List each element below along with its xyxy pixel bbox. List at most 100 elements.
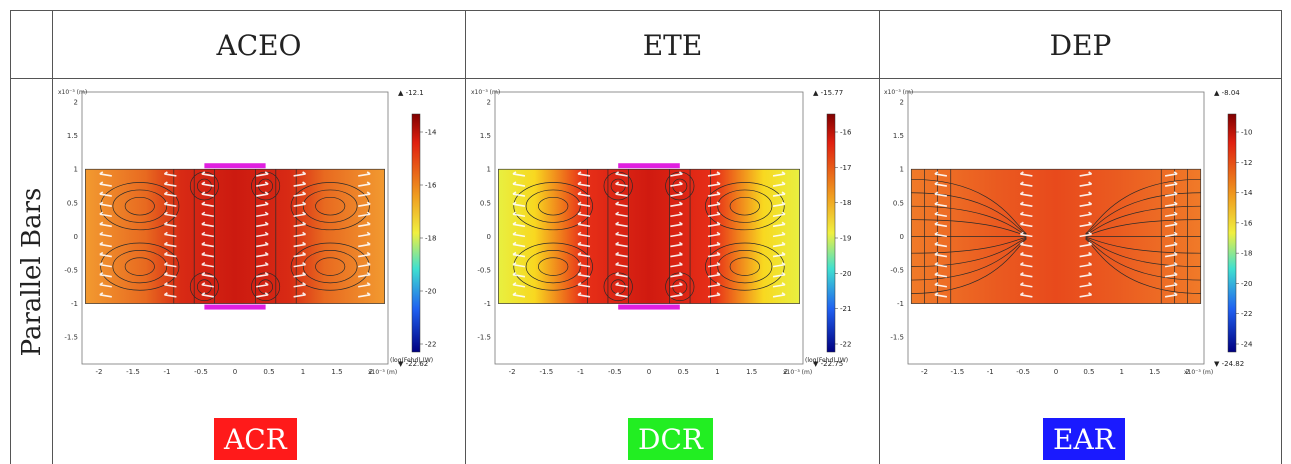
velocity-arrow — [1164, 181, 1178, 187]
velocity-arrow — [615, 251, 628, 258]
colorbar-tick-label: -14 — [1241, 189, 1253, 197]
colorbar-min-label: ▼ -22.62 — [398, 360, 428, 368]
colorbar-tick-label: -22 — [840, 341, 851, 349]
x-tick-label: 1.5 — [331, 368, 342, 376]
velocity-arrow — [707, 201, 721, 207]
velocity-arrow — [1164, 292, 1178, 298]
velocity-arrow — [256, 292, 269, 298]
velocity-arrow — [615, 292, 628, 298]
table-border-top — [10, 10, 1282, 11]
velocity-arrow — [615, 261, 628, 268]
colorbar-tick-label: -18 — [1241, 250, 1252, 258]
velocity-arrow — [512, 231, 526, 238]
y-tick-label: 0 — [900, 233, 904, 241]
colorbar — [1227, 113, 1237, 353]
x-tick-label: 1 — [1120, 368, 1124, 376]
velocity-arrow — [163, 241, 177, 248]
velocity-arrow — [577, 221, 591, 228]
x-tick-label: 1 — [301, 368, 305, 376]
y-tick-label: 1.5 — [893, 132, 904, 140]
velocity-arrow — [670, 181, 683, 187]
velocity-arrow — [1079, 272, 1093, 278]
velocity-arrow — [934, 241, 948, 248]
colorbar-tick-label: -22 — [425, 341, 436, 349]
velocity-arrow — [358, 272, 371, 278]
velocity-arrow — [293, 191, 307, 197]
velocity-arrow — [577, 241, 591, 248]
colorbar-tick-label: -18 — [425, 235, 436, 243]
regime-tag-ear: EAR — [1043, 418, 1125, 460]
velocity-arrow — [358, 171, 371, 177]
velocity-arrow — [772, 191, 786, 197]
velocity-arrow — [615, 201, 628, 207]
plot-panel-dep: -2 -1.5 -1 -0.5 0 0.5 1 1.5 2 2 1.5 1 0.5 0 -0.5 -1 -1.5… — [884, 89, 1253, 376]
velocity-arrow — [201, 171, 214, 177]
velocity-arrow — [615, 211, 628, 218]
y-unit-label: x10⁻³ (m) — [884, 89, 913, 96]
velocity-arrow — [1164, 261, 1178, 268]
velocity-arrow — [293, 251, 307, 258]
x-tick-label: -0.5 — [608, 368, 622, 376]
colorbar-tick-label: -14 — [425, 129, 437, 137]
y-tick-label: 0.5 — [893, 199, 904, 207]
velocity-arrow — [577, 171, 591, 177]
x-tick-label: 1.5 — [746, 368, 757, 376]
velocity-arrow — [201, 241, 214, 248]
velocity-arrow — [1079, 221, 1093, 228]
velocity-arrow — [256, 282, 269, 288]
velocity-arrow — [99, 282, 112, 288]
vortex-contour — [100, 182, 180, 231]
velocity-arrow — [1079, 261, 1093, 268]
velocity-arrow — [201, 211, 214, 218]
velocity-arrows — [512, 171, 786, 298]
colorbar-tick-label: -24 — [1241, 341, 1253, 349]
velocity-arrow — [707, 211, 721, 218]
plot-panel-aceo: -2 -1.5 -1 -0.5 0 0.5 1 1.5 2 2 1.5 1 0.5 0 -0.5 -1 -1.5… — [58, 89, 437, 376]
x-tick-label: -1 — [164, 368, 171, 376]
velocity-arrow — [163, 251, 177, 258]
velocity-arrow — [358, 211, 371, 218]
y-tick-label: 0 — [487, 233, 491, 241]
velocity-arrow — [293, 292, 307, 298]
x-tick-label: -1 — [577, 368, 584, 376]
velocity-arrow — [256, 241, 269, 248]
x-tick-label: -1.5 — [950, 368, 964, 376]
row-header: Parallel Bars — [12, 80, 52, 464]
velocity-arrow — [256, 221, 269, 228]
velocity-arrow — [1019, 282, 1033, 288]
velocity-arrow — [772, 241, 786, 248]
velocity-arrow — [512, 221, 526, 228]
x-tick-label: 2 — [1185, 368, 1189, 376]
velocity-arrow — [256, 181, 269, 187]
velocity-arrow — [772, 211, 786, 218]
velocity-arrow — [772, 181, 786, 187]
y-tick-label: 0.5 — [480, 199, 491, 207]
velocity-arrow — [1079, 241, 1093, 248]
velocity-arrow — [577, 211, 591, 218]
velocity-arrow — [358, 191, 371, 197]
velocity-arrow — [293, 181, 307, 187]
y-tick-label: -1.5 — [477, 334, 491, 342]
velocity-arrow — [670, 282, 683, 288]
velocity-arrow — [577, 251, 591, 258]
y-tick-label: 1 — [74, 166, 78, 174]
y-tick-label: 1 — [900, 166, 904, 174]
axis-ticks: -2 -1.5 -1 -0.5 0 0.5 1 1.5 2 2 1.5 1 0.5 0 -0.5 -1 -1.5… — [471, 89, 812, 376]
colorbar-tick-label: -20 — [1241, 280, 1252, 288]
velocity-arrow — [512, 181, 526, 187]
streamlines — [100, 169, 370, 304]
velocity-arrow — [615, 181, 628, 187]
velocity-arrow — [707, 251, 721, 258]
velocity-arrow — [772, 221, 786, 228]
velocity-arrow — [358, 231, 371, 238]
velocity-arrow — [772, 261, 786, 268]
velocity-arrow — [1019, 231, 1033, 238]
vortex-contour — [705, 182, 785, 231]
column-header-ete: ETE — [642, 28, 703, 62]
velocity-arrow — [1164, 201, 1178, 207]
vortex-contour — [513, 242, 593, 291]
velocity-arrow — [512, 282, 526, 288]
velocity-arrow — [707, 282, 721, 288]
velocity-arrow — [772, 251, 786, 258]
